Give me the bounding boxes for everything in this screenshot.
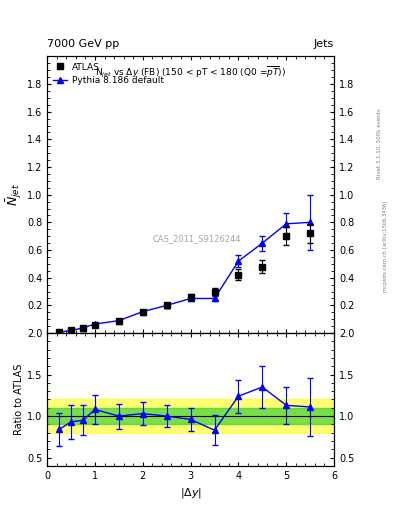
Y-axis label: $\bar{N}_{jet}$: $\bar{N}_{jet}$: [5, 183, 24, 206]
Text: 7000 GeV pp: 7000 GeV pp: [47, 38, 119, 49]
X-axis label: $|\Delta y|$: $|\Delta y|$: [180, 486, 202, 500]
Text: mcplots.cern.ch [arXiv:1306.3436]: mcplots.cern.ch [arXiv:1306.3436]: [384, 200, 388, 291]
Text: Jets: Jets: [314, 38, 334, 49]
Text: Rivet 3.1.10, 500k events: Rivet 3.1.10, 500k events: [377, 108, 382, 179]
Text: N$_{jet}$ vs $\Delta y$ (FB) (150 < pT < 180 (Q0 =$\overline{pT}$)): N$_{jet}$ vs $\Delta y$ (FB) (150 < pT <…: [95, 65, 286, 80]
Bar: [47, 399, 334, 433]
Y-axis label: Ratio to ATLAS: Ratio to ATLAS: [14, 364, 24, 435]
Legend: ATLAS, Pythia 8.186 default: ATLAS, Pythia 8.186 default: [50, 59, 167, 89]
Bar: [47, 408, 334, 424]
Text: CAS_2011_S9126244: CAS_2011_S9126244: [152, 234, 241, 244]
